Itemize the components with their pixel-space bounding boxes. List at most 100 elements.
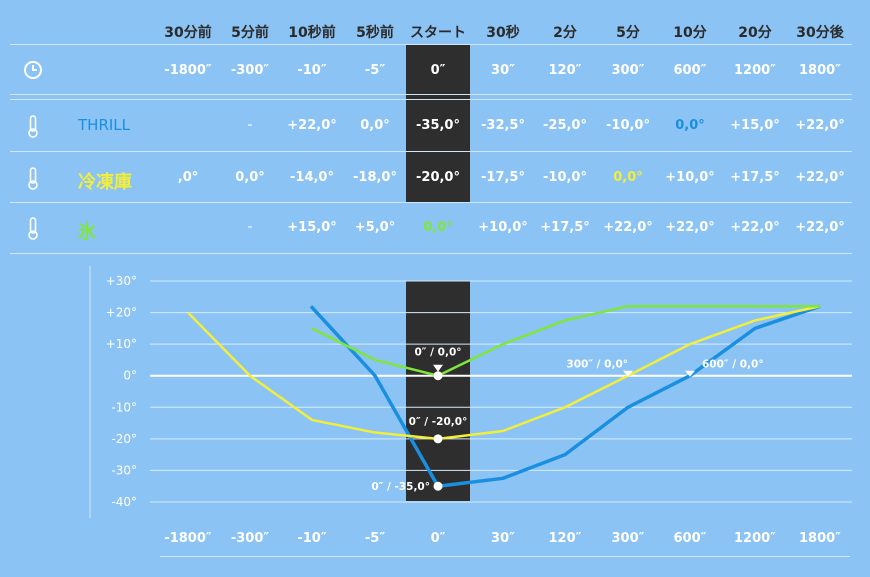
x-tick-label: 120″ <box>549 531 582 546</box>
time-cell: 600″ <box>673 63 707 78</box>
column-header: 10分 <box>673 25 707 41</box>
thermometer-icon <box>28 167 38 190</box>
column-header: 5分 <box>616 25 640 41</box>
data-label: 0″ / -20,0° <box>409 416 468 428</box>
table-cell: -25,0° <box>543 118 587 133</box>
time-cell: 1200″ <box>734 63 776 78</box>
data-label: 600″ / 0,0° <box>702 359 764 371</box>
series-line <box>311 305 820 377</box>
y-tick-label: -30° <box>111 463 137 477</box>
table-cell: +10,0° <box>665 170 715 185</box>
x-tick-label: -5″ <box>365 531 385 546</box>
x-tick-label: 0″ <box>431 531 446 546</box>
x-tick-label: 600″ <box>674 531 707 546</box>
table-cell: -35,0° <box>416 118 460 133</box>
column-header: スタート <box>410 25 466 41</box>
table-cell: +17,5° <box>730 170 780 185</box>
column-header: 20分 <box>738 25 772 41</box>
x-tick-label: 1800″ <box>799 531 841 546</box>
series-line <box>187 305 821 441</box>
thermometer-icon <box>28 217 38 240</box>
row-divider <box>10 151 852 152</box>
table-cell: -10,0° <box>543 170 587 185</box>
y-tick-label: -40° <box>111 495 137 509</box>
column-header: 10秒前 <box>288 25 336 41</box>
table-cell: -14,0° <box>290 170 334 185</box>
table-cell: 0,0° <box>423 220 453 235</box>
table-cell: -20,0° <box>416 170 460 185</box>
row-label: THRILL <box>78 116 131 134</box>
y-tick-label: +30° <box>106 274 137 288</box>
table-cell: +17,5° <box>540 220 590 235</box>
data-point-marker <box>433 371 443 381</box>
table-cell: -18,0° <box>353 170 397 185</box>
time-cell: -5″ <box>364 63 386 78</box>
table-cell: -32,5° <box>481 118 525 133</box>
table-cell: +22,0° <box>795 220 845 235</box>
time-cell: 30″ <box>491 63 515 78</box>
y-tick-label: -10° <box>111 400 137 414</box>
data-point-marker <box>623 370 633 377</box>
time-cell: 1800″ <box>799 63 841 78</box>
start-column-highlight-chart <box>406 281 470 501</box>
table-cell: ,0° <box>177 170 199 185</box>
time-cell: -10″ <box>297 63 327 78</box>
row-label: 氷 <box>78 222 96 243</box>
table-cell: +22,0° <box>730 220 780 235</box>
time-cell: -1800″ <box>164 63 212 78</box>
time-cell: 0″ <box>430 63 446 78</box>
row-divider <box>10 99 852 100</box>
data-point-marker <box>433 434 443 444</box>
table-cell: - <box>247 118 253 133</box>
row-divider <box>10 94 852 95</box>
column-header: 30分前 <box>164 25 212 41</box>
table-cell: +22,0° <box>603 220 653 235</box>
row-divider <box>10 44 852 45</box>
table-cell: 0,0° <box>360 118 390 133</box>
table-cell: +22,0° <box>795 118 845 133</box>
clock-icon <box>24 61 42 79</box>
column-header: 30秒 <box>486 25 520 41</box>
series-line <box>309 304 821 488</box>
y-tick-label: +10° <box>106 337 137 351</box>
x-tick-label: -1800″ <box>164 531 212 546</box>
row-divider <box>10 202 852 203</box>
x-tick-label: -300″ <box>231 531 270 546</box>
time-cell: -300″ <box>230 63 270 78</box>
y-tick-label: 0° <box>123 369 137 383</box>
row-divider <box>10 253 852 254</box>
data-label: 0″ / 0,0° <box>415 347 462 359</box>
table-cell: 0,0° <box>235 170 265 185</box>
data-label: 0″ / -35,0° <box>371 481 430 493</box>
table-cell: +15,0° <box>287 220 337 235</box>
table-cell: 0,0° <box>675 118 705 133</box>
x-tick-label: 300″ <box>612 531 645 546</box>
data-point-marker <box>685 370 695 377</box>
data-point-marker <box>433 481 443 491</box>
column-header: 5秒前 <box>356 25 394 41</box>
table-cell: +22,0° <box>287 118 337 133</box>
table-cell: +10,0° <box>478 220 528 235</box>
table-cell: +22,0° <box>795 170 845 185</box>
row-label: 冷凍庫 <box>78 172 132 193</box>
column-header: 2分 <box>553 25 577 41</box>
x-tick-label: -10″ <box>297 531 326 546</box>
table-cell: -17,5° <box>481 170 525 185</box>
bottom-divider <box>160 556 850 557</box>
table-cell: +22,0° <box>665 220 715 235</box>
y-tick-label: -20° <box>111 432 137 446</box>
table-cell: -10,0° <box>606 118 650 133</box>
data-point-marker <box>433 364 443 372</box>
column-header: 5分前 <box>231 25 269 41</box>
table-cell: - <box>247 220 253 235</box>
y-tick-label: +20° <box>106 306 137 320</box>
table-cell: +5,0° <box>354 220 396 235</box>
time-cell: 120″ <box>548 63 582 78</box>
x-tick-label: 1200″ <box>734 531 776 546</box>
column-header: 30分後 <box>796 25 844 41</box>
table-cell: 0,0° <box>613 170 643 185</box>
time-cell: 300″ <box>611 63 645 78</box>
table-cell: +15,0° <box>730 118 780 133</box>
